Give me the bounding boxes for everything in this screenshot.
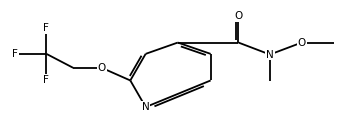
Text: N: N <box>266 49 274 60</box>
Text: F: F <box>12 49 18 59</box>
Text: F: F <box>44 75 49 85</box>
Text: O: O <box>97 63 106 73</box>
Text: N: N <box>142 102 150 112</box>
Text: O: O <box>234 11 243 21</box>
Text: O: O <box>297 38 306 48</box>
Text: F: F <box>44 23 49 33</box>
